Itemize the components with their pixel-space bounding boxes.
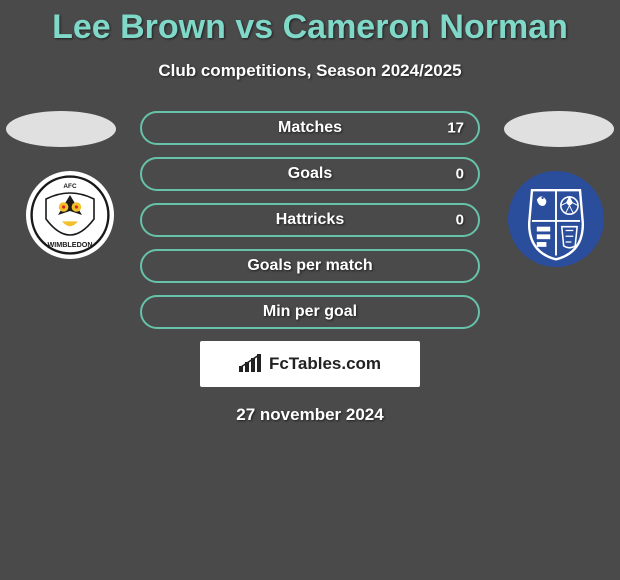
bar-chart-icon [239, 354, 263, 374]
stat-row: Goals per match [140, 249, 480, 283]
date-label: 27 november 2024 [0, 405, 620, 425]
stat-row: Hattricks 0 [140, 203, 480, 237]
club-badge-right [508, 171, 604, 267]
stat-label: Goals [288, 165, 332, 183]
stat-row: Matches 17 [140, 111, 480, 145]
branding-badge: FcTables.com [200, 341, 420, 387]
stat-value-right: 0 [456, 212, 464, 229]
club-badge-left: WIMBLEDON AFC [26, 171, 114, 259]
player-silhouette-right [504, 111, 614, 147]
stat-row: Min per goal [140, 295, 480, 329]
comparison-panel: WIMBLEDON AFC Matches 17 Go [0, 111, 620, 425]
branding-text: FcTables.com [269, 354, 381, 374]
stat-label: Hattricks [276, 211, 344, 229]
stat-row: Goals 0 [140, 157, 480, 191]
player-silhouette-left [6, 111, 116, 147]
afc-wimbledon-crest-icon: WIMBLEDON AFC [30, 175, 110, 255]
stat-label: Min per goal [263, 303, 357, 321]
stat-value-right: 17 [447, 120, 464, 137]
page-title: Lee Brown vs Cameron Norman [0, 0, 620, 47]
subtitle: Club competitions, Season 2024/2025 [0, 61, 620, 81]
stat-value-right: 0 [456, 166, 464, 183]
stat-label: Goals per match [247, 257, 372, 275]
svg-text:WIMBLEDON: WIMBLEDON [47, 240, 92, 249]
tranmere-rovers-crest-icon [508, 171, 604, 267]
svg-text:AFC: AFC [63, 183, 77, 190]
stat-label: Matches [278, 119, 342, 137]
stat-rows: Matches 17 Goals 0 Hattricks 0 Goals per… [140, 111, 480, 329]
